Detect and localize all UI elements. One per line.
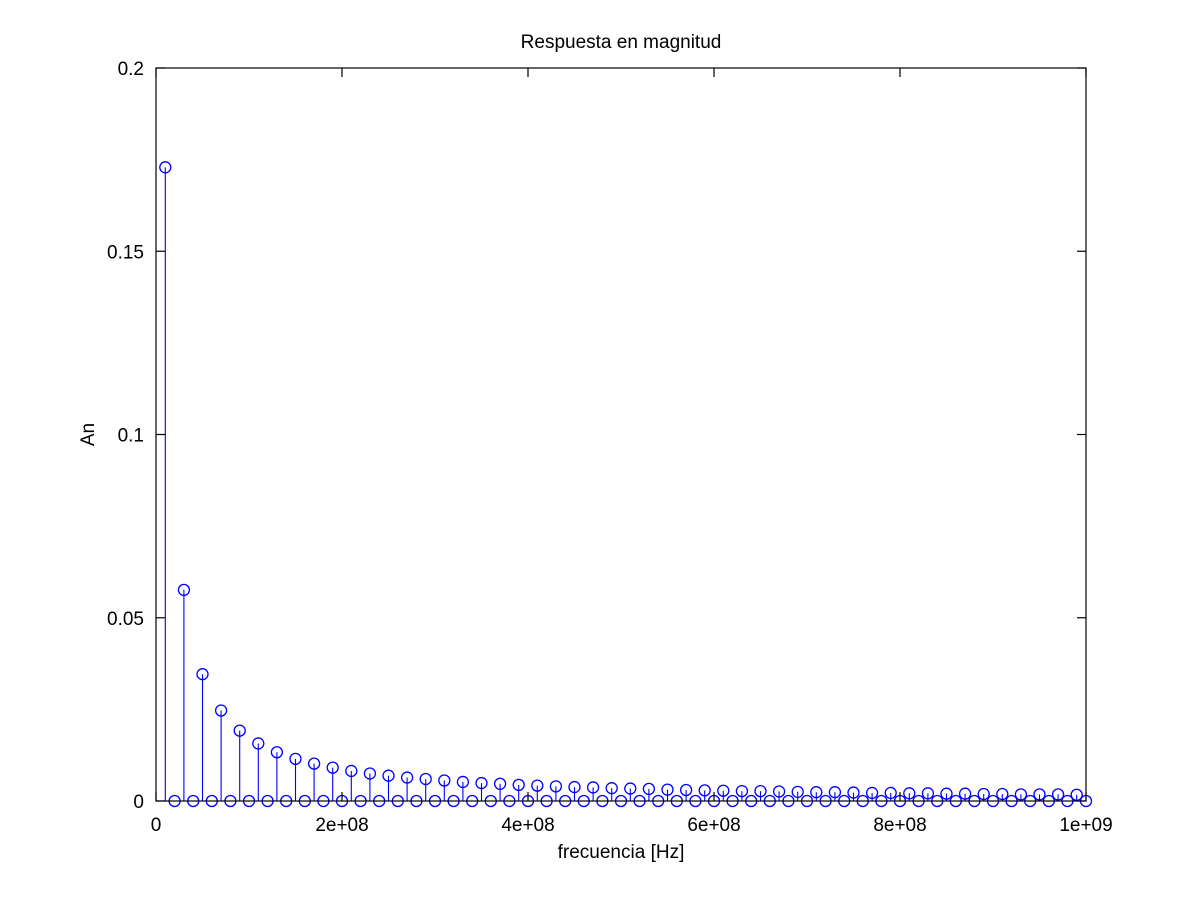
- stem-marker: [903, 787, 916, 800]
- stem-marker: [159, 161, 172, 174]
- stem-marker: [1051, 788, 1065, 801]
- x-axis-label: frecuencia [Hz]: [558, 842, 685, 863]
- stem-marker: [419, 772, 432, 786]
- stem-marker: [642, 782, 656, 796]
- stem-marker: [512, 778, 525, 792]
- stem-marker: [735, 784, 749, 798]
- stem-marker: [586, 781, 600, 794]
- stem-marker: [531, 779, 544, 792]
- stems-layer: [159, 161, 1093, 808]
- stem-marker: [475, 776, 488, 790]
- stem-marker: [791, 785, 804, 798]
- stem-marker: [438, 774, 451, 787]
- x-tick-label: 2e+08: [315, 815, 368, 836]
- plot-frame: [155, 67, 1087, 802]
- x-tick-label: 1e+09: [1059, 815, 1112, 836]
- stem-marker: [940, 787, 953, 800]
- stem-marker: [363, 767, 377, 780]
- y-tick-label: 0: [133, 792, 144, 813]
- x-tick-label: 0: [151, 815, 162, 836]
- stem-marker: [977, 787, 990, 801]
- stem-marker: [847, 786, 860, 799]
- stem-marker: [549, 780, 563, 793]
- stem-marker: [754, 784, 767, 798]
- stem-marker: [233, 724, 246, 737]
- stem-marker: [624, 782, 637, 795]
- y-tick-label: 0.15: [107, 242, 144, 263]
- stem-marker: [326, 761, 339, 774]
- x-tick-label: 6e+08: [687, 815, 740, 836]
- y-tick-label: 0.2: [118, 59, 144, 80]
- stem-marker: [493, 777, 507, 790]
- stem-marker: [289, 752, 302, 766]
- stem-marker: [679, 783, 693, 797]
- stem-marker: [196, 668, 209, 681]
- stem-marker: [382, 769, 395, 782]
- x-tick-label: 4e+08: [501, 815, 554, 836]
- stem-marker: [568, 780, 581, 794]
- stem-marker: [177, 583, 191, 597]
- stem-marker: [921, 787, 935, 800]
- stem-marker: [828, 786, 842, 799]
- stem-marker: [884, 786, 897, 800]
- x-tick-label: 8e+08: [873, 815, 926, 836]
- chart-title: Respuesta en magnitud: [521, 32, 722, 53]
- y-axis-label: An: [78, 423, 99, 446]
- stem-marker: [456, 775, 470, 789]
- stem-marker: [1070, 788, 1083, 801]
- y-tick-label: 0.05: [107, 609, 144, 630]
- stem-marker: [810, 786, 823, 799]
- y-tick-label: 0.1: [118, 426, 144, 447]
- stem-marker: [1033, 788, 1046, 801]
- stem-marker: [717, 784, 730, 797]
- stem-marker: [252, 737, 265, 750]
- stem-marker: [270, 746, 284, 759]
- stem-marker: [214, 704, 228, 717]
- stem-marker: [307, 757, 321, 770]
- stem-marker: [996, 787, 1009, 801]
- stem-marker: [1014, 788, 1028, 801]
- stem-marker: [865, 786, 879, 800]
- stem-marker: [772, 785, 786, 798]
- stem-marker: [661, 783, 674, 796]
- ticks-layer: 0 2e+08 4e+08 6e+08 8e+08 1e+09 0 0.05 0.1 0.15 0.…: [107, 59, 1113, 836]
- stem-marker: [345, 764, 358, 778]
- stem-marker: [958, 787, 972, 800]
- stem-marker: [400, 771, 414, 784]
- stem-marker: [698, 784, 711, 797]
- stem-marker: [605, 782, 618, 795]
